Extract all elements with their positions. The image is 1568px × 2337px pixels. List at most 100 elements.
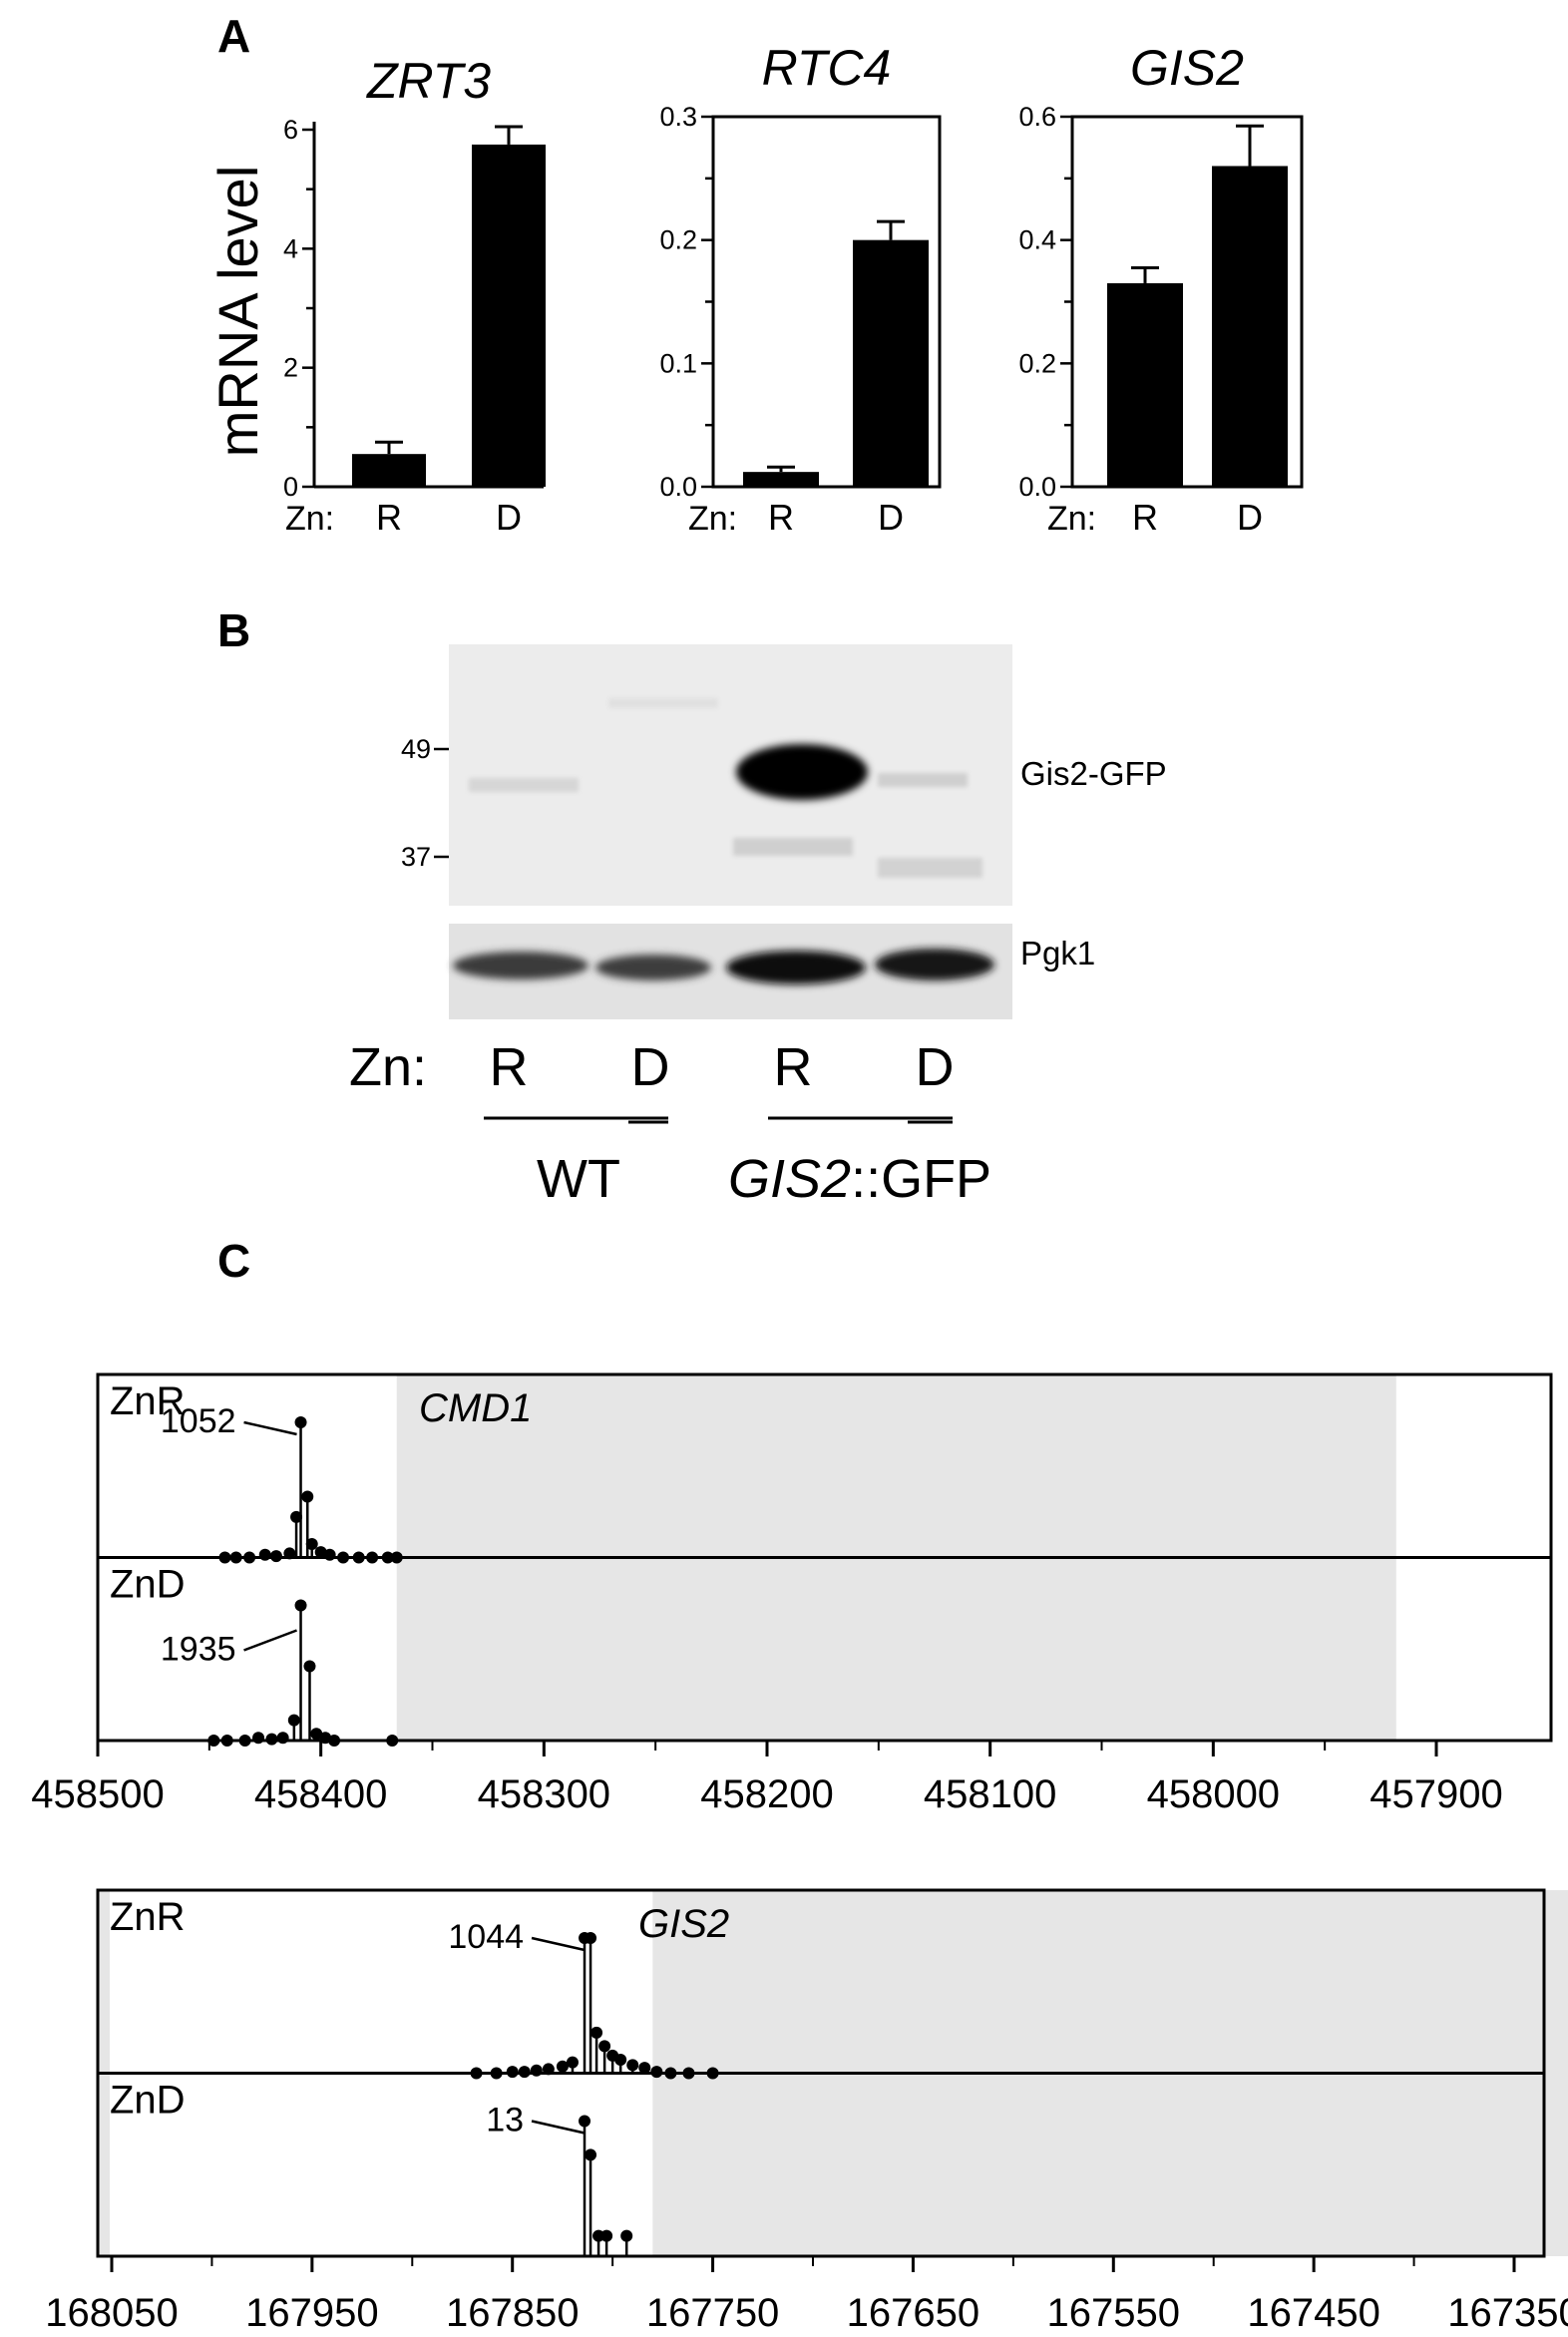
y-tick-label: 0.2	[1018, 348, 1056, 378]
faint-band	[878, 858, 982, 878]
category-label: D	[878, 497, 904, 538]
category-label: R	[768, 497, 794, 538]
category-label: D	[496, 497, 522, 538]
gene-label: CMD1	[419, 1386, 532, 1430]
x-tick-label: 458100	[924, 1772, 1056, 1816]
x-tick-label: 458200	[700, 1772, 833, 1816]
data-point	[207, 1735, 220, 1747]
y-tick-label: 0.2	[659, 225, 697, 255]
data-point	[566, 2056, 579, 2069]
x-tick-label: 458300	[478, 1772, 610, 1816]
track-name: ZnR	[110, 1379, 186, 1423]
data-point	[682, 2067, 695, 2080]
bar-charts: 0 2 4 6 ZRT3 R D Zn: mRNA level 0.0 0.1 0.2 0.3 RTC4 R…	[206, 40, 1304, 538]
data-point	[590, 2026, 603, 2039]
data-point	[556, 2060, 569, 2073]
track-plot-cmd1: CMD1 458500 458400 458300 458200 458100 458000…	[31, 1372, 1553, 1816]
data-point	[626, 2059, 639, 2072]
data-point	[218, 1551, 231, 1564]
data-point	[287, 1714, 300, 1727]
lane-label: R	[490, 1037, 529, 1097]
data-point	[585, 1932, 597, 1944]
x-prefix-label: Zn:	[285, 500, 334, 538]
faint-band	[878, 773, 968, 787]
x-tick-label: 457900	[1370, 1772, 1502, 1816]
data-point	[620, 2229, 633, 2242]
y-tick-label: 0.6	[1018, 102, 1056, 132]
data-point	[638, 2062, 651, 2075]
data-point	[490, 2067, 503, 2080]
data-point	[305, 1537, 318, 1550]
y-tick-label: 0.1	[659, 348, 697, 378]
peak-leader	[243, 1420, 297, 1436]
data-point	[600, 2229, 613, 2242]
data-point	[269, 1550, 282, 1563]
data-point	[390, 1551, 403, 1564]
y-tick-label: 0.3	[659, 102, 697, 132]
x-tick-label: 167350	[1447, 2291, 1568, 2335]
category-label: D	[1237, 497, 1263, 538]
panel-label-c: C	[217, 1235, 250, 1287]
peak-label: 1935	[161, 1631, 236, 1669]
y-tick-label: 0	[283, 472, 298, 502]
peak-label: 1052	[161, 1402, 236, 1440]
bar-chart-rtc4: 0.0 0.1 0.2 0.3 RTC4 R D Zn:	[659, 40, 942, 538]
faint-band	[733, 838, 853, 856]
data-point	[290, 1510, 303, 1523]
x-prefix-label: Zn:	[688, 500, 737, 538]
data-point	[518, 2066, 531, 2079]
lane-label: R	[774, 1037, 813, 1097]
bar	[743, 472, 819, 487]
group-label-wt: WT	[537, 1149, 620, 1209]
data-point	[303, 1660, 316, 1673]
x-tick-label: 167550	[1047, 2291, 1180, 2335]
data-point	[323, 1548, 336, 1561]
data-point	[366, 1551, 379, 1564]
group-label-gfp: ::GFP	[851, 1149, 991, 1209]
peak-leader	[531, 2120, 586, 2135]
group-label-gis2-gfp: GIS2::GFP	[728, 1149, 991, 1209]
data-point	[470, 2067, 483, 2080]
data-point	[598, 2040, 611, 2053]
x-prefix-label: Zn:	[1047, 500, 1096, 538]
group-label-gis2-italic: GIS2	[728, 1149, 851, 1209]
western-blot: 49 37 Gis2-GFP Pgk1 Zn: R D R D WT GIS2:…	[349, 644, 1167, 1209]
data-point	[579, 2115, 591, 2128]
gis2-gfp-band	[736, 744, 868, 800]
band-label-pgk1: Pgk1	[1020, 935, 1095, 972]
track-name: ZnR	[110, 1895, 186, 1939]
chart-title: ZRT3	[366, 53, 491, 109]
data-point	[381, 1551, 394, 1564]
y-tick-label: 2	[283, 353, 298, 383]
zn-label: Zn:	[349, 1037, 427, 1097]
data-point	[294, 1599, 307, 1612]
bar-chart-gis2: 0.0 0.2 0.4 0.6 GIS2 R D Zn:	[1018, 40, 1304, 538]
x-tick-label: 458000	[1147, 1772, 1280, 1816]
data-point	[294, 1416, 307, 1428]
data-point	[352, 1551, 365, 1564]
x-tick-label: 167650	[847, 2291, 980, 2335]
category-label: R	[376, 497, 402, 538]
data-point	[276, 1732, 289, 1745]
data-point	[664, 2067, 677, 2080]
data-point	[506, 2066, 519, 2079]
data-point	[310, 1728, 323, 1741]
data-point	[258, 1548, 271, 1561]
gene-label: GIS2	[638, 1902, 729, 1946]
data-point	[243, 1551, 256, 1564]
data-point	[252, 1732, 265, 1745]
bar	[472, 144, 546, 487]
y-tick-label: 0.4	[1018, 225, 1056, 255]
data-point	[530, 2064, 543, 2077]
peak-leader	[531, 1936, 586, 1952]
category-label: R	[1132, 497, 1158, 538]
pgk1-band	[726, 951, 866, 984]
pgk1-band	[875, 949, 994, 980]
data-point	[220, 1735, 233, 1747]
panel-label-b: B	[217, 604, 250, 656]
data-point	[229, 1551, 242, 1564]
data-point	[301, 1490, 314, 1503]
bar	[853, 239, 929, 487]
track-plots: CMD1 458500 458400 458300 458200 458100 458000…	[31, 1372, 1568, 2335]
